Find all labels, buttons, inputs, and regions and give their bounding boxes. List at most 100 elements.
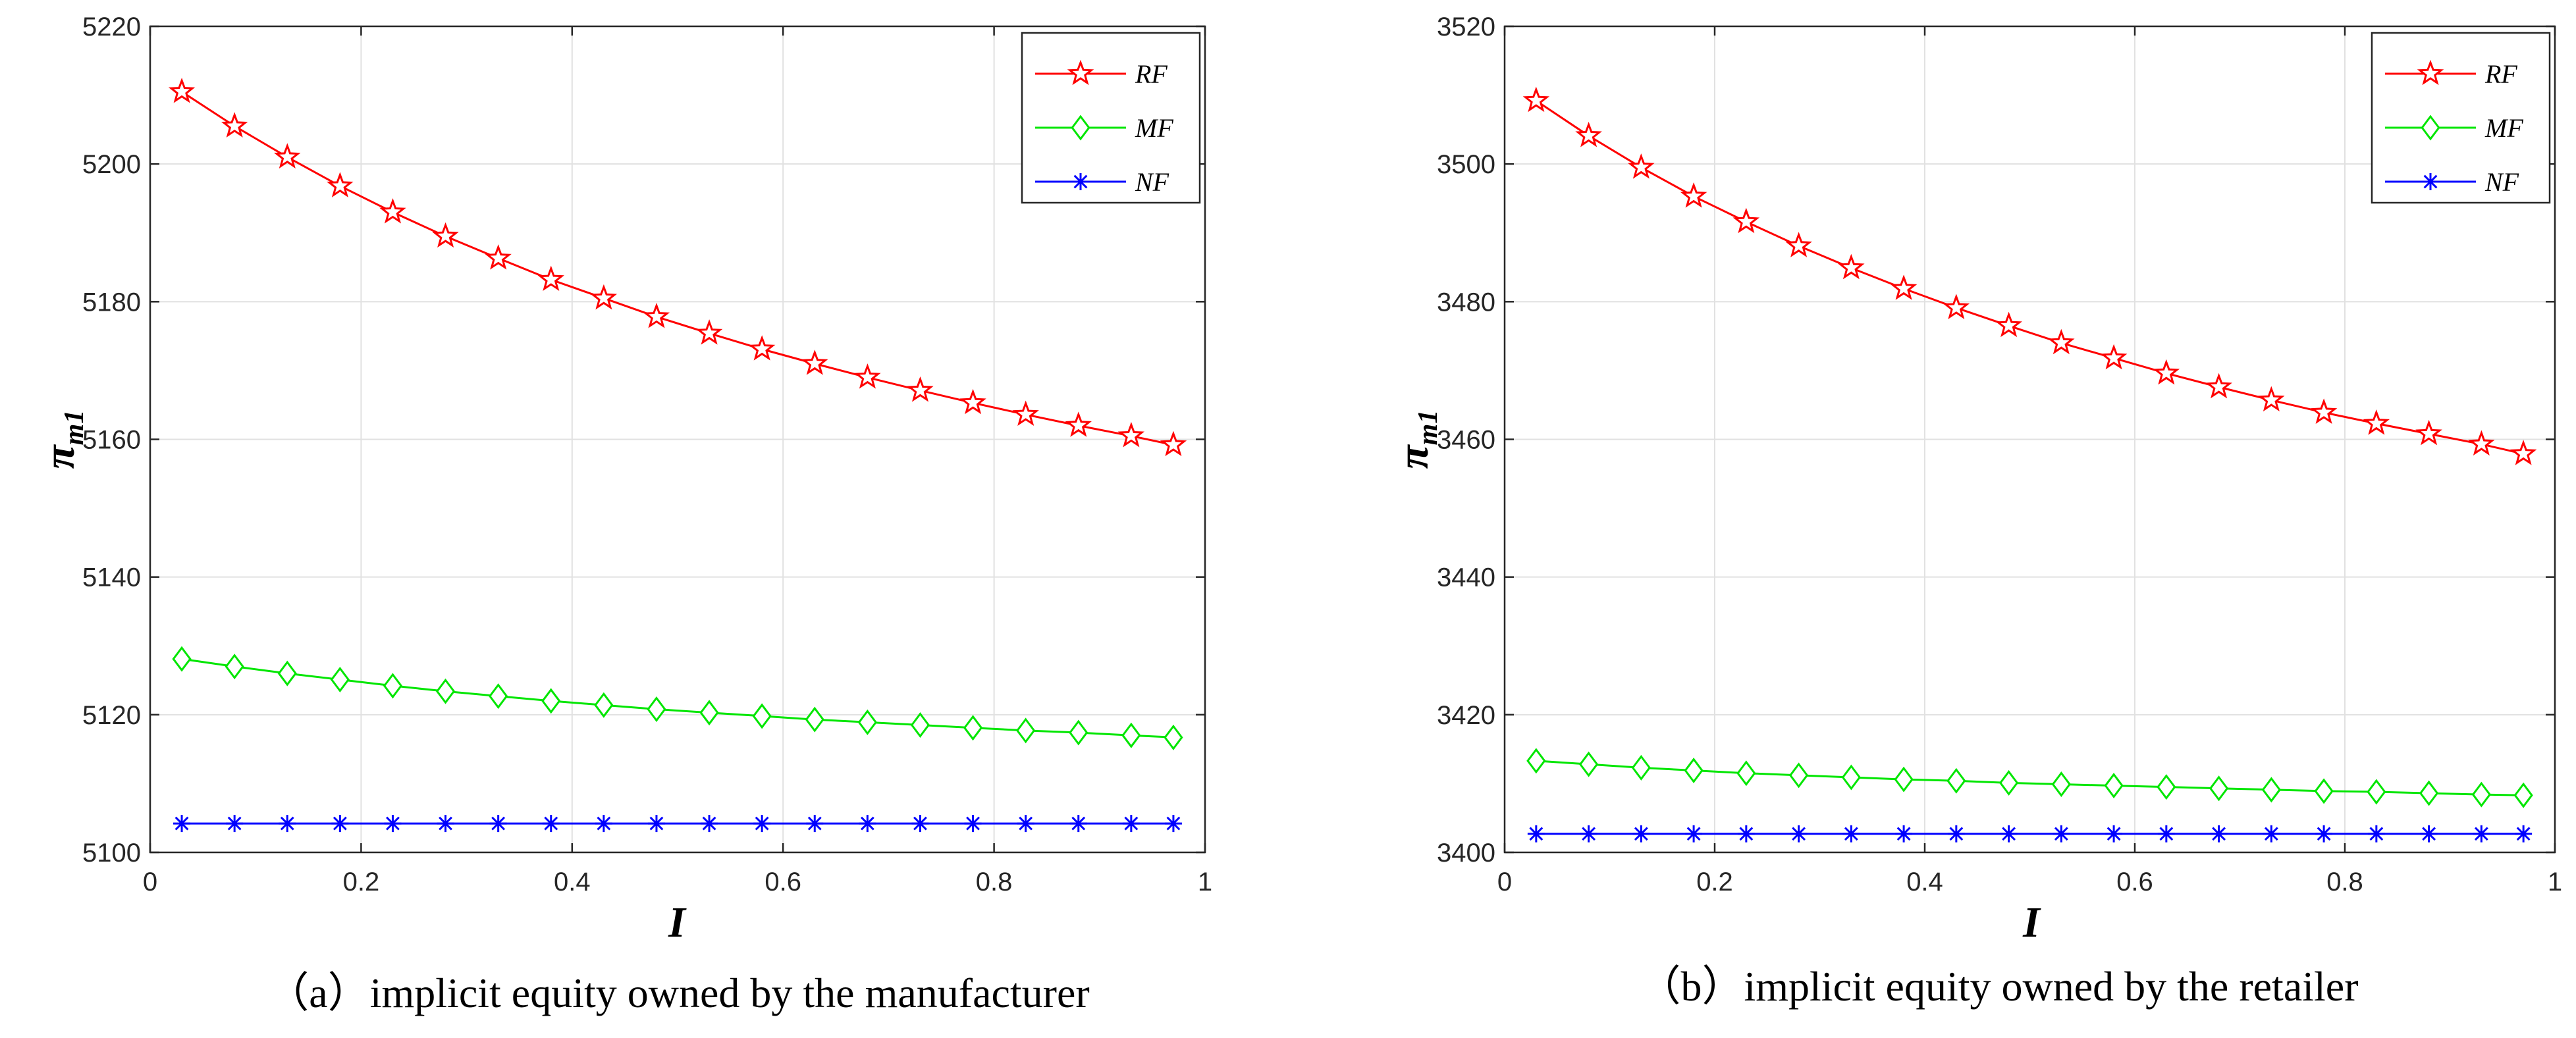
data-point-MF — [1121, 722, 1141, 748]
data-point-MF — [277, 660, 297, 687]
data-point-MF — [2104, 773, 2124, 799]
chart-panel-b: 0 0.2 0.4 0.6 0.8 1 3400 3420 3440 3460 3480 3500 35… — [1389, 13, 2562, 1010]
data-point-MF — [2261, 777, 2281, 803]
legend-box — [1021, 32, 1201, 204]
legend-label: MF — [1135, 113, 1173, 143]
legend-marker — [2421, 115, 2440, 141]
data-point-NF — [384, 815, 402, 833]
data-point-MF — [489, 683, 508, 710]
y-axis-label: πm1 — [1389, 410, 1443, 469]
data-point-RF — [907, 376, 934, 402]
data-point-RF — [2415, 419, 2442, 446]
y-tick-label: 3520 — [1437, 13, 1495, 41]
data-point-MF — [910, 712, 930, 739]
chart-panel-a: 0 0.2 0.4 0.6 0.8 1 5100 5120 5140 5160 5180 5200 52… — [36, 13, 1212, 1016]
data-point-MF — [805, 706, 824, 733]
y-axis-label-symbol: π — [1389, 444, 1437, 469]
legend-marker — [1071, 115, 1090, 141]
y-tick-label: 5200 — [82, 150, 141, 179]
data-point-NF — [173, 815, 191, 833]
data-point-MF — [1841, 764, 1861, 791]
x-axis-label: I — [2022, 898, 2041, 947]
legend-marker — [2422, 173, 2439, 190]
data-point-NF — [701, 815, 718, 833]
data-point-RF — [1943, 294, 1970, 319]
data-point-MF — [1736, 760, 1756, 787]
data-point-NF — [2000, 825, 2018, 843]
x-tick-label: 0 — [1497, 868, 1512, 896]
data-point-MF — [225, 654, 244, 680]
y-tick-label: 5180 — [82, 288, 141, 317]
y-tick-label: 3460 — [1437, 426, 1495, 455]
legend-label: NF — [1135, 167, 1169, 197]
data-point-RF — [1995, 311, 2022, 338]
data-point-MF — [2314, 778, 2334, 804]
data-point-RF — [801, 350, 828, 375]
x-tick-label: 0.2 — [1696, 868, 1733, 896]
data-point-RF — [1575, 122, 1602, 147]
data-point-NF — [542, 815, 560, 833]
data-point-MF — [2513, 782, 2533, 808]
data-point-RF — [1012, 400, 1039, 427]
data-point-RF — [643, 302, 670, 328]
legend-entry-MF: MF — [2385, 113, 2523, 143]
data-point-MF — [594, 692, 614, 718]
data-point-RF — [959, 388, 986, 415]
legend-label: MF — [2484, 113, 2523, 143]
data-point-NF — [1580, 825, 1597, 843]
data-point-RF — [379, 198, 406, 224]
y-tick-label: 3480 — [1437, 288, 1495, 317]
legend: RF MF NF — [2371, 32, 2551, 204]
data-point-MF — [1016, 717, 1036, 744]
data-point-RF — [2258, 386, 2285, 412]
data-point-RF — [168, 78, 196, 103]
data-point-NF — [753, 815, 771, 833]
data-point-NF — [279, 815, 296, 833]
series-MF — [172, 646, 1183, 750]
data-point-RF — [1628, 153, 1655, 179]
data-point-RF — [2310, 398, 2338, 424]
data-point-MF — [1164, 724, 1183, 750]
legend-marker — [2417, 59, 2444, 86]
data-point-MF — [435, 678, 456, 704]
data-point-MF — [1684, 758, 1704, 784]
series-MF — [1526, 748, 2533, 808]
data-point-MF — [2051, 771, 2071, 797]
data-point-NF — [2157, 825, 2175, 843]
data-point-RF — [537, 265, 564, 292]
data-point-NF — [595, 815, 612, 833]
y-tick-label: 3500 — [1437, 150, 1495, 179]
legend-entry-NF: NF — [1035, 167, 1169, 197]
legend-label: NF — [2484, 167, 2519, 197]
figure-caption: （b）implicit equity owned by the retailer — [1638, 963, 2358, 1010]
data-point-RF — [2100, 344, 2128, 370]
data-point-NF — [1947, 825, 1965, 843]
legend-marker — [1067, 59, 1094, 86]
data-point-MF — [857, 709, 877, 735]
data-point-NF — [2420, 825, 2438, 843]
data-point-MF — [1946, 767, 1966, 794]
data-point-RF — [590, 284, 618, 310]
data-point-RF — [2205, 373, 2232, 399]
x-tick-label: 1 — [2548, 868, 2562, 896]
data-point-NF — [1017, 815, 1034, 833]
legend: RF MF NF — [1021, 32, 1201, 204]
data-point-MF — [1069, 719, 1088, 746]
data-point-NF — [964, 815, 982, 833]
data-point-MF — [647, 696, 666, 722]
data-point-NF — [489, 815, 507, 833]
y-axis-label-symbol: π — [36, 444, 84, 469]
data-point-MF — [1578, 751, 1599, 777]
data-point-RF — [748, 335, 776, 361]
x-tick-label: 0 — [143, 868, 157, 896]
x-tick-label: 0.6 — [2116, 868, 2153, 896]
x-tick-label: 0.2 — [343, 868, 380, 896]
data-point-MF — [2157, 774, 2176, 800]
data-point-MF — [2209, 775, 2229, 802]
data-point-RF — [2048, 328, 2075, 355]
series-NF — [173, 815, 1182, 833]
y-axis-label-subscript: m1 — [1413, 410, 1443, 446]
data-point-RF — [432, 222, 459, 248]
x-tick-label: 1 — [1198, 868, 1212, 896]
series-RF — [168, 78, 1187, 457]
